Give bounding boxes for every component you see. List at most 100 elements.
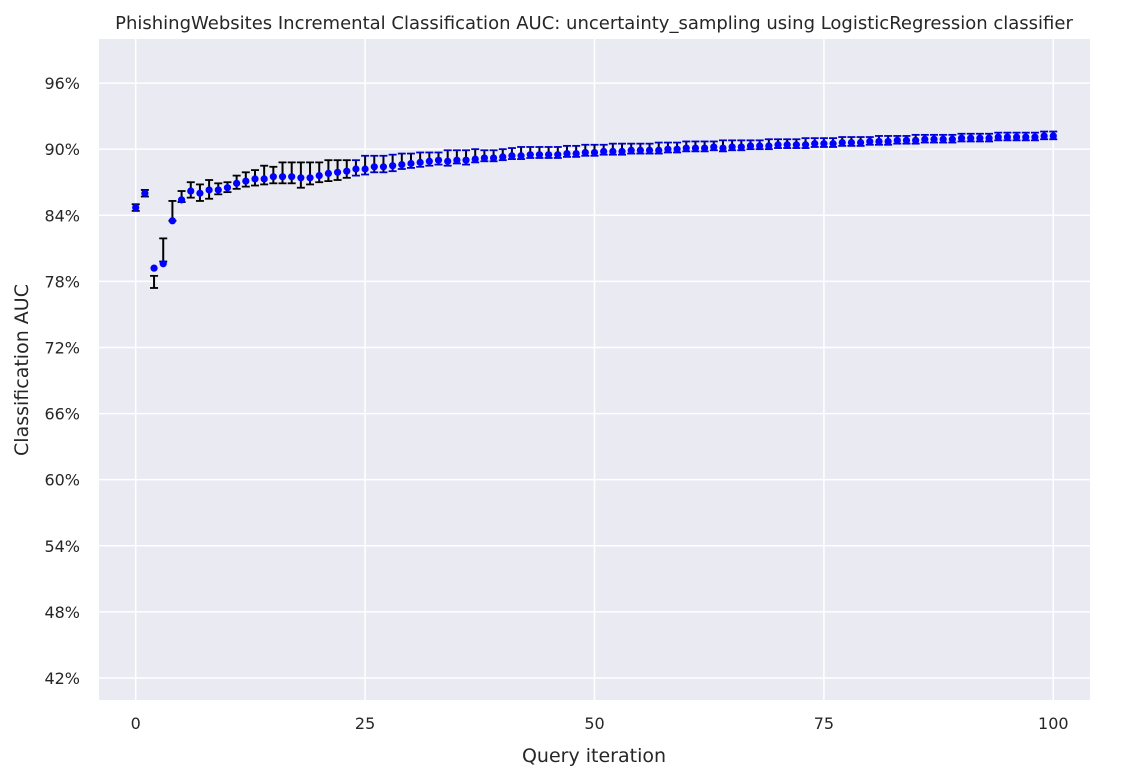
data-point	[581, 148, 589, 157]
data-point	[985, 134, 993, 142]
data-point	[829, 140, 837, 148]
data-point	[462, 156, 470, 164]
data-point	[801, 141, 810, 149]
data-point	[875, 137, 883, 146]
data-point	[967, 134, 975, 142]
data-point	[884, 137, 892, 146]
y-tick-label: 54%	[44, 537, 80, 556]
data-point	[554, 151, 562, 159]
data-point	[361, 165, 369, 173]
data-point	[545, 151, 553, 159]
data-point	[682, 144, 690, 152]
data-point	[251, 175, 259, 183]
data-point	[1040, 132, 1048, 140]
data-point	[710, 143, 718, 151]
data-point	[260, 175, 268, 183]
data-point	[407, 159, 415, 168]
y-axis-ticks: 42% 48% 54% 60% 66% 72% 78% 84% 90% 96%	[44, 74, 80, 688]
data-point	[159, 260, 167, 268]
y-tick-label: 48%	[44, 603, 80, 622]
data-point	[636, 146, 644, 154]
data-point	[957, 134, 966, 142]
x-tick-label: 25	[355, 714, 375, 733]
data-point	[389, 162, 397, 170]
data-point	[141, 189, 149, 197]
data-point	[976, 134, 984, 142]
y-tick-label: 90%	[44, 140, 80, 159]
data-point	[214, 186, 222, 194]
y-tick-label: 60%	[44, 471, 80, 490]
data-point	[691, 144, 700, 152]
data-point	[242, 177, 250, 185]
x-tick-label: 50	[584, 714, 604, 733]
data-point	[765, 142, 773, 150]
data-point	[150, 264, 158, 272]
data-point	[416, 158, 424, 166]
data-point	[132, 203, 140, 212]
data-point	[425, 157, 433, 165]
data-point	[1049, 132, 1057, 140]
data-point	[333, 168, 342, 176]
data-point	[893, 136, 901, 144]
data-point	[1022, 133, 1030, 141]
data-point	[278, 173, 287, 181]
data-point	[370, 163, 378, 171]
y-tick-label: 84%	[44, 206, 80, 225]
data-point	[526, 151, 534, 159]
data-point	[489, 154, 498, 162]
data-point	[499, 153, 507, 161]
data-point	[728, 143, 736, 151]
data-point	[645, 146, 654, 154]
data-point	[737, 143, 745, 151]
data-point	[1031, 133, 1039, 141]
data-point	[434, 156, 443, 164]
data-point	[600, 147, 608, 155]
data-point	[609, 147, 617, 155]
data-point	[783, 141, 791, 149]
data-points	[132, 132, 1057, 272]
data-point	[563, 149, 571, 158]
data-point	[1012, 133, 1021, 141]
data-point	[343, 167, 351, 175]
data-point	[269, 173, 277, 181]
data-point	[847, 138, 856, 147]
data-point	[857, 138, 865, 147]
data-point	[866, 137, 874, 146]
data-point	[618, 147, 626, 155]
data-point	[168, 217, 177, 225]
data-point	[517, 152, 525, 160]
x-tick-label: 0	[131, 714, 141, 733]
data-point	[306, 174, 314, 182]
y-axis-label: Classification AUC	[11, 284, 33, 456]
x-tick-label: 75	[814, 714, 834, 733]
x-axis-label: Query iteration	[522, 745, 666, 767]
data-point	[177, 196, 186, 204]
data-point	[912, 136, 920, 144]
error-bar	[150, 274, 159, 289]
data-point	[508, 152, 516, 160]
data-point	[297, 174, 305, 182]
data-point	[444, 157, 452, 165]
data-point	[664, 145, 672, 153]
data-point	[324, 169, 332, 178]
y-tick-label: 72%	[44, 338, 80, 357]
data-point	[921, 135, 929, 143]
data-point	[774, 141, 782, 149]
data-point	[930, 135, 938, 143]
x-axis-ticks: 0 25 50 75 100	[131, 714, 1069, 733]
data-point	[994, 133, 1002, 141]
data-point	[471, 155, 479, 163]
data-point	[590, 148, 599, 157]
data-point	[223, 184, 232, 192]
data-point	[820, 140, 828, 148]
data-point	[811, 140, 819, 148]
data-point	[1003, 133, 1012, 141]
data-point	[233, 179, 241, 187]
data-point	[352, 165, 360, 173]
chart-title: PhishingWebsites Incremental Classificat…	[115, 13, 1073, 34]
data-point	[288, 173, 296, 181]
data-point	[398, 160, 406, 169]
data-point	[948, 135, 956, 143]
data-point	[315, 172, 323, 180]
